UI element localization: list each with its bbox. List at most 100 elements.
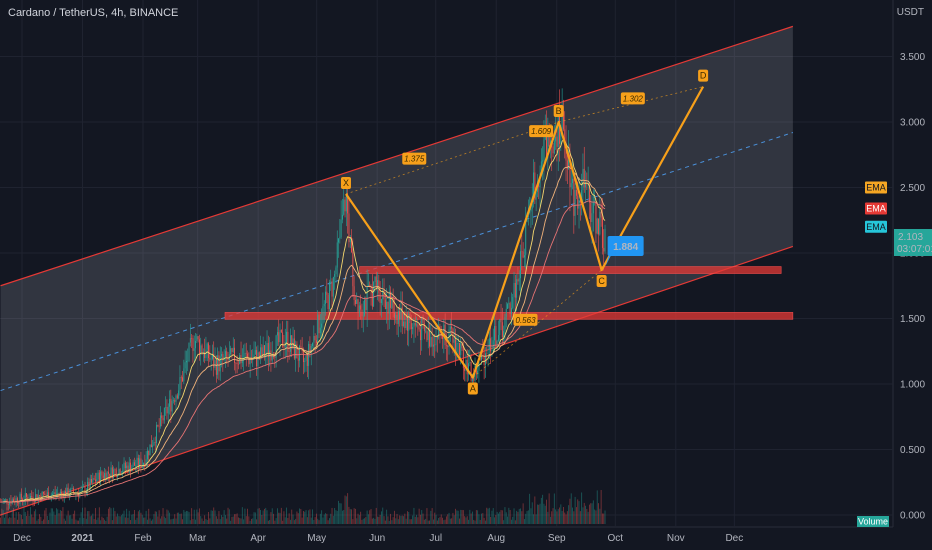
pattern-ratio-box[interactable] [620, 92, 645, 105]
candle-body [53, 492, 55, 494]
candle-body [343, 199, 345, 215]
volume-bar [565, 514, 567, 524]
volume-bar [443, 520, 445, 524]
candle-body [508, 303, 510, 305]
candle-body [587, 184, 589, 186]
support-zone-2[interactable] [224, 312, 794, 320]
volume-bar [326, 513, 328, 524]
candle-body [3, 499, 5, 501]
pattern-point-b: B [556, 106, 562, 116]
volume-bar [228, 509, 230, 524]
volume-bar [425, 518, 427, 524]
candle-body [569, 150, 571, 188]
candle-body [460, 343, 462, 355]
volume-badge-box[interactable] [857, 516, 889, 527]
volume-bar [31, 514, 33, 524]
candle-body [16, 498, 18, 503]
volume-bar [516, 510, 518, 524]
candle-body [440, 333, 442, 335]
channel-upper-line[interactable] [0, 25, 794, 287]
volume-bar [471, 511, 473, 524]
volume-bar [276, 508, 278, 524]
candle-body [279, 329, 281, 343]
volume-bar [302, 511, 304, 524]
volume-bar [358, 515, 360, 524]
candle-body [507, 304, 508, 309]
pattern-point-c-box[interactable] [596, 275, 607, 288]
candle-body [578, 200, 580, 209]
current-price-tag[interactable] [894, 229, 932, 256]
volume-bar [44, 510, 46, 524]
candle-body [191, 338, 193, 339]
volume-bar [193, 509, 195, 524]
volume-bar [124, 517, 126, 524]
volume-bar [568, 505, 570, 524]
candle-body [431, 337, 433, 347]
volume-bar [383, 516, 385, 524]
time-tick-label: Mar [189, 533, 207, 544]
candle-body [200, 345, 202, 355]
volume-bar [78, 520, 79, 524]
volume-bar [536, 504, 538, 524]
candle-body [514, 282, 516, 298]
volume-bar [145, 510, 147, 524]
candle-body [244, 352, 246, 359]
candle-body [275, 335, 277, 358]
pattern-point-d-box[interactable] [698, 69, 709, 82]
volume-bar [109, 507, 111, 524]
volume-bar [542, 494, 544, 524]
callout-box[interactable] [607, 236, 644, 257]
pattern-ratio-box[interactable] [529, 125, 554, 138]
price-axis-panel [893, 0, 932, 550]
channel-mid-line[interactable] [0, 132, 794, 392]
volume-bar [206, 520, 208, 524]
volume-bar [300, 509, 302, 524]
volume-bar [338, 500, 339, 524]
volume-bar [176, 512, 178, 524]
volume-bar [391, 520, 393, 524]
candle-body [195, 341, 196, 349]
candle-body [458, 342, 460, 355]
volume-bar [219, 519, 221, 524]
volume-bar [517, 511, 519, 524]
volume-bar [403, 516, 404, 524]
volume-bar [91, 515, 92, 524]
ema-badge-box[interactable] [865, 181, 887, 194]
candle-body [400, 307, 402, 320]
volume-bar [289, 519, 291, 524]
ema-badge-box[interactable] [865, 202, 887, 215]
volume-bar [421, 510, 423, 524]
candle-body [392, 297, 394, 314]
volume-bar [397, 519, 399, 524]
pattern-point-a-box[interactable] [467, 382, 478, 395]
candle-body [88, 481, 90, 489]
volume-bar [481, 513, 482, 524]
volume-bar [526, 511, 528, 524]
volume-bar [295, 518, 297, 524]
pattern-point-x-box[interactable] [340, 177, 351, 190]
pattern-point-c: C [598, 276, 605, 286]
volume-bar [377, 516, 378, 524]
candle-body [280, 329, 282, 333]
volume-bar [49, 512, 51, 524]
volume-bar [499, 511, 501, 524]
volume-bar [234, 514, 235, 524]
support-zone-1[interactable] [359, 266, 782, 274]
candle-body [345, 194, 347, 212]
volume-bar [539, 503, 541, 524]
volume-bar [487, 508, 489, 524]
pattern-ratio-box[interactable] [513, 313, 538, 326]
ema-badge-box[interactable] [865, 220, 887, 233]
volume-bar [600, 489, 602, 524]
pattern-ratio-label: 0.563 [516, 316, 537, 325]
pattern-ratio-box[interactable] [402, 152, 427, 165]
pattern-point-b-box[interactable] [553, 105, 564, 117]
volume-bar [445, 516, 447, 524]
candle-body [427, 331, 429, 341]
volume-bar [185, 510, 187, 524]
volume-bar [426, 508, 428, 524]
volume-bar [503, 520, 505, 524]
volume-bar [583, 502, 585, 524]
volume-bar [595, 510, 597, 524]
